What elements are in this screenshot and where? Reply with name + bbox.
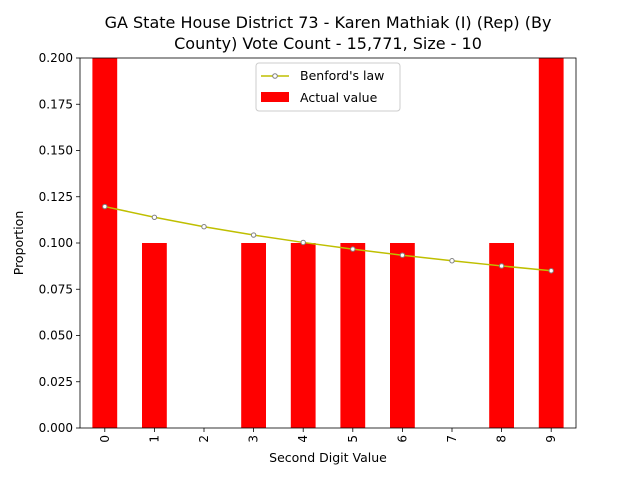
chart-title-line-2: County) Vote Count - 15,771, Size - 10 xyxy=(174,34,482,53)
y-tick-label: 0.000 xyxy=(39,421,73,435)
benford-point-digit-8 xyxy=(498,263,505,269)
x-tick-label: 4 xyxy=(296,435,310,443)
benford-point-digit-1 xyxy=(151,214,158,220)
x-tick-label: 2 xyxy=(197,435,211,443)
y-tick-label: 0.025 xyxy=(39,375,73,389)
benford-point-digit-9 xyxy=(548,268,554,274)
bar-digit-4 xyxy=(290,243,316,428)
legend-benford-marker-icon xyxy=(272,73,278,79)
y-axis-label: Proportion xyxy=(11,211,26,276)
benford-point-digit-4 xyxy=(300,239,306,246)
y-tick-label: 0.150 xyxy=(39,144,73,158)
x-tick-label: 3 xyxy=(247,435,261,443)
x-tick-label: 5 xyxy=(346,435,360,443)
bar-digit-0 xyxy=(92,58,118,428)
bar-digit-1 xyxy=(142,243,167,428)
benford-point-digit-7 xyxy=(449,258,455,264)
benford-point-digit-2 xyxy=(201,224,207,230)
x-axis-label: Second Digit Value xyxy=(269,450,387,465)
y-tick-label: 0.175 xyxy=(39,97,73,111)
y-tick-label: 0.100 xyxy=(39,236,73,250)
benford-point-digit-5 xyxy=(350,246,356,252)
legend-box xyxy=(255,62,401,112)
bar-series xyxy=(92,58,564,428)
benford-point-digit-6 xyxy=(399,252,406,258)
bar-digit-6 xyxy=(390,243,415,428)
bar-digit-5 xyxy=(340,243,366,428)
x-tick-label: 6 xyxy=(395,435,409,443)
y-tick-label: 0.200 xyxy=(39,51,73,65)
x-tick-label: 1 xyxy=(147,435,161,443)
legend-actual-label: Actual value xyxy=(300,90,378,105)
y-tick-label: 0.125 xyxy=(39,190,73,204)
x-tick-label: 9 xyxy=(544,435,558,443)
x-axis-ticks: 0 1 2 3 4 5 6 7 8 9 xyxy=(98,428,558,443)
benford-point-digit-0 xyxy=(102,203,108,210)
legend-benford-label: Benford's law xyxy=(300,68,384,83)
bar-digit-8 xyxy=(489,243,514,428)
benford-point-digit-3 xyxy=(250,232,257,238)
bar-digit-3 xyxy=(241,243,266,428)
x-tick-label: 8 xyxy=(495,435,509,443)
y-axis-ticks: 0.000 0.025 0.050 0.075 0.100 0.125 0.150 0.175… xyxy=(39,51,80,435)
x-tick-label: 0 xyxy=(98,435,112,443)
legend-actual-swatch-icon xyxy=(261,92,289,102)
legend: Benford's law Actual value xyxy=(255,62,401,112)
benford-line-series xyxy=(102,203,554,274)
bar-digit-9 xyxy=(538,58,564,428)
chart-title-line-1: GA State House District 73 - Karen Mathi… xyxy=(105,13,552,32)
benford-line-path xyxy=(104,205,552,272)
x-tick-label: 7 xyxy=(445,435,459,443)
y-tick-label: 0.050 xyxy=(39,329,73,343)
y-tick-label: 0.075 xyxy=(39,282,73,296)
